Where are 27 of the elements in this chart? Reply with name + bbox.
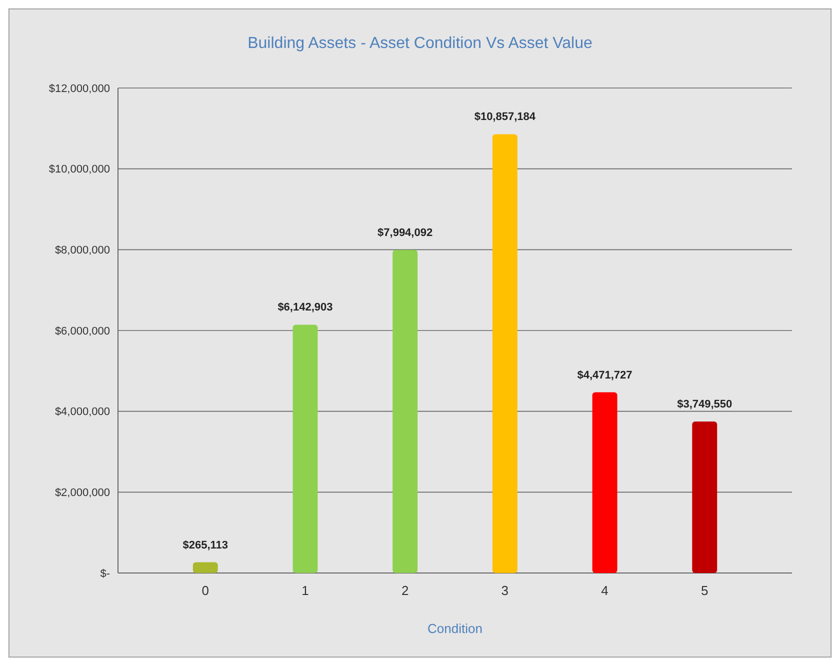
y-tick-label: $4,000,000 <box>54 406 110 418</box>
data-label: $265,113 <box>182 539 228 552</box>
x-tick-label: 4 <box>601 583 608 598</box>
y-tick-label: $12,000,000 <box>48 82 110 95</box>
bar <box>692 421 718 573</box>
bar <box>492 134 518 573</box>
bar <box>192 562 218 573</box>
data-label: $4,471,727 <box>577 369 632 382</box>
y-tick-label: $- <box>100 568 110 580</box>
y-tick-label: $8,000,000 <box>54 244 110 257</box>
y-tick-label: $6,000,000 <box>54 325 110 338</box>
y-tick-label: $10,000,000 <box>48 164 110 176</box>
x-tick-label: 1 <box>302 583 309 598</box>
bar <box>292 324 318 573</box>
chart-title: Building Assets - Asset Condition Vs Asset Value <box>248 35 592 52</box>
bar <box>392 250 418 573</box>
data-label: $10,857,184 <box>474 111 536 124</box>
x-tick-label: 0 <box>202 583 209 598</box>
y-tick-label: $2,000,000 <box>54 487 110 500</box>
x-tick-label: 3 <box>501 583 509 598</box>
x-tick-label: 2 <box>401 583 409 598</box>
data-label: $6,142,903 <box>278 302 333 314</box>
x-axis-title: Condition <box>428 621 482 636</box>
bar <box>592 392 618 573</box>
x-tick-label: 5 <box>701 583 708 598</box>
data-label: $7,994,092 <box>378 226 433 239</box>
data-label: $3,749,550 <box>677 398 732 410</box>
